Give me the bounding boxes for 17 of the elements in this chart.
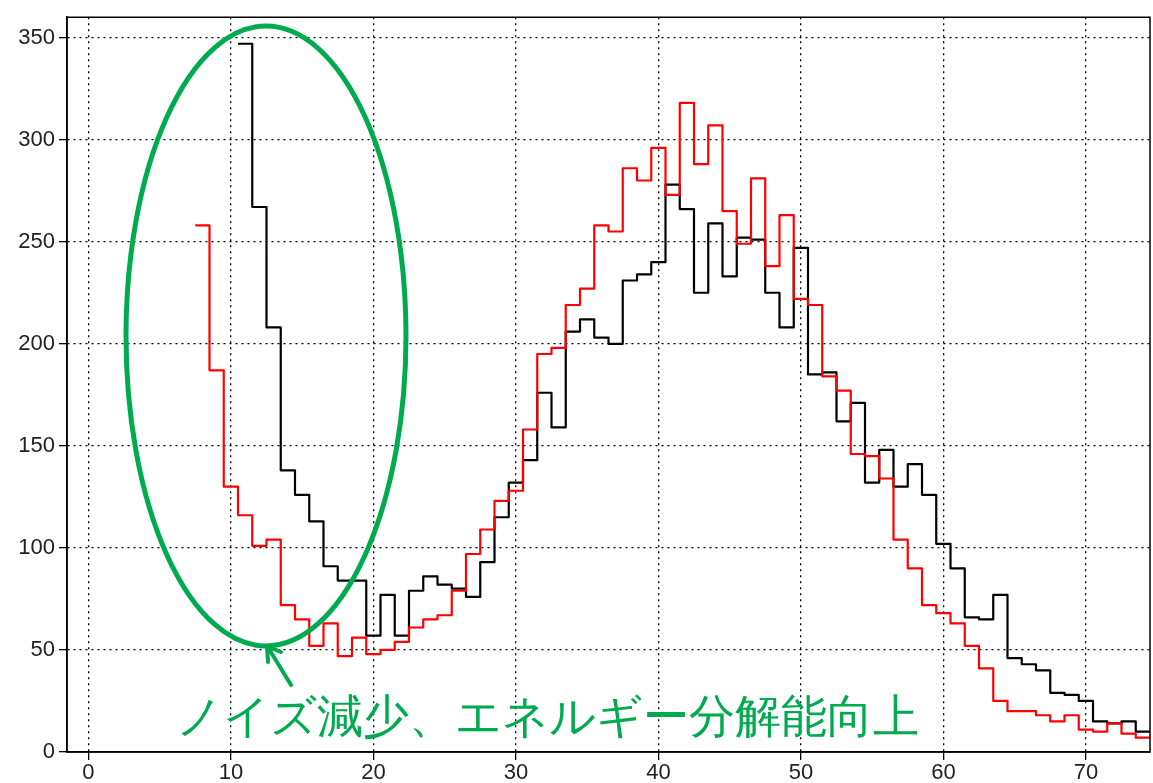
x-tick-label: 30	[503, 759, 529, 783]
y-tick-label: 50	[30, 636, 55, 662]
y-tick-label: 0	[42, 738, 55, 764]
y-tick-label: 300	[18, 125, 55, 151]
x-tick-label: 50	[788, 759, 814, 783]
y-tick-label: 150	[18, 431, 55, 457]
annotation: ノイズ減少、エネルギー分解能向上	[176, 688, 919, 744]
y-tick-label: 250	[18, 227, 55, 253]
x-tick-label: 0	[82, 759, 95, 783]
y-tick-label: 100	[18, 533, 55, 559]
x-tick-label: 10	[218, 759, 244, 783]
y-tick-label: 350	[18, 23, 55, 49]
y-tick-label: 200	[18, 329, 55, 355]
x-tick-label: 60	[931, 759, 956, 783]
x-tick-label: 40	[646, 759, 671, 783]
x-tick-label: 70	[1073, 759, 1099, 783]
x-tick-label: 20	[361, 759, 386, 783]
